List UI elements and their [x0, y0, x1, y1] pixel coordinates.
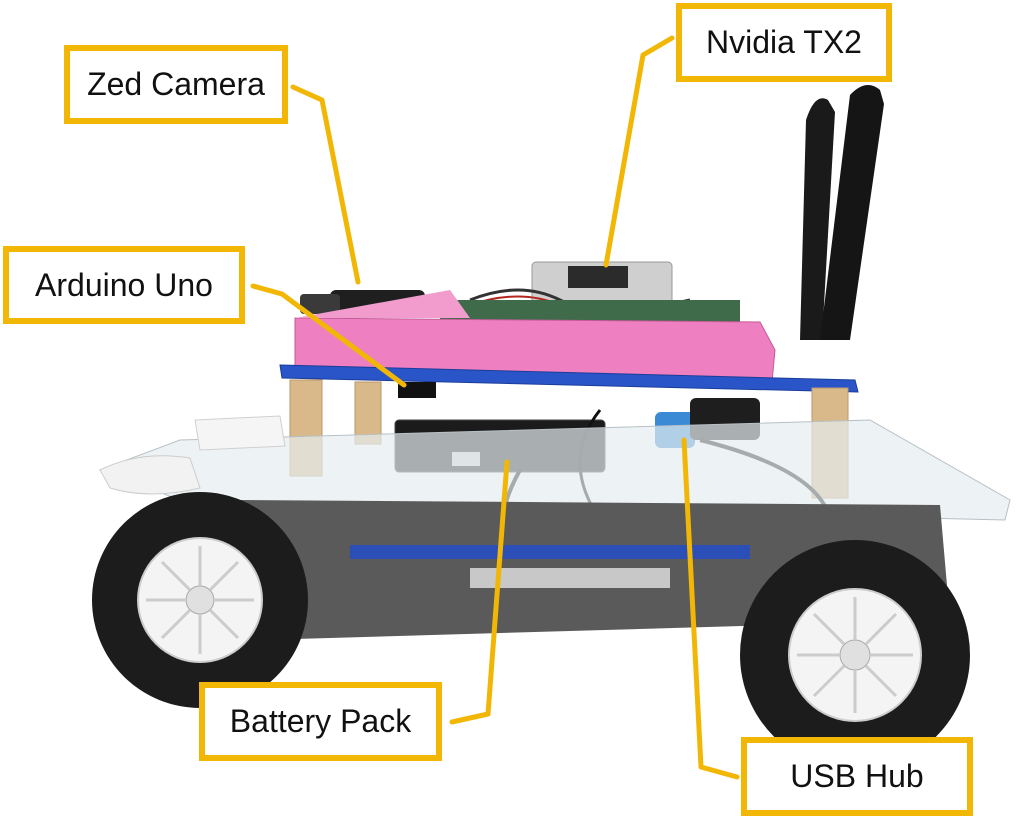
leader-arduino-uno: [250, 283, 407, 388]
leader-battery-pack: [449, 459, 510, 725]
nvidia-tx2-label: Nvidia TX2: [676, 3, 892, 82]
white-bumper-block: [194, 415, 286, 451]
battery-pack-label: Battery Pack: [199, 682, 442, 761]
blue-plate: [279, 364, 859, 393]
wheel-front: [740, 540, 970, 770]
antenna-right: [820, 85, 884, 340]
leader-usb-hub: [681, 437, 740, 780]
white-front-bumper: [99, 455, 201, 495]
lipo-battery: [470, 568, 670, 588]
pink-case-lip: [295, 290, 470, 318]
usb-hub-label: USB Hub: [741, 737, 973, 816]
hub-front: [839, 639, 871, 671]
leader-nvidia-tx2: [603, 35, 675, 268]
leader-zed-camera: [290, 84, 361, 285]
pink-case: [294, 317, 776, 383]
antenna-left: [800, 98, 835, 340]
arduino-uno-label: Arduino Uno: [3, 246, 245, 324]
antenna-group: [800, 85, 884, 340]
drive-shaft: [350, 545, 750, 559]
tx2-module: [568, 266, 628, 288]
arduino-connector: [398, 382, 436, 398]
zed-camera-back: [300, 294, 340, 314]
hub-rear: [185, 585, 215, 615]
wheel-rear: [92, 492, 308, 708]
leader-lines: [250, 35, 740, 780]
zed-camera-label: Zed Camera: [64, 45, 288, 124]
wood-spacer-mid: [354, 381, 382, 445]
